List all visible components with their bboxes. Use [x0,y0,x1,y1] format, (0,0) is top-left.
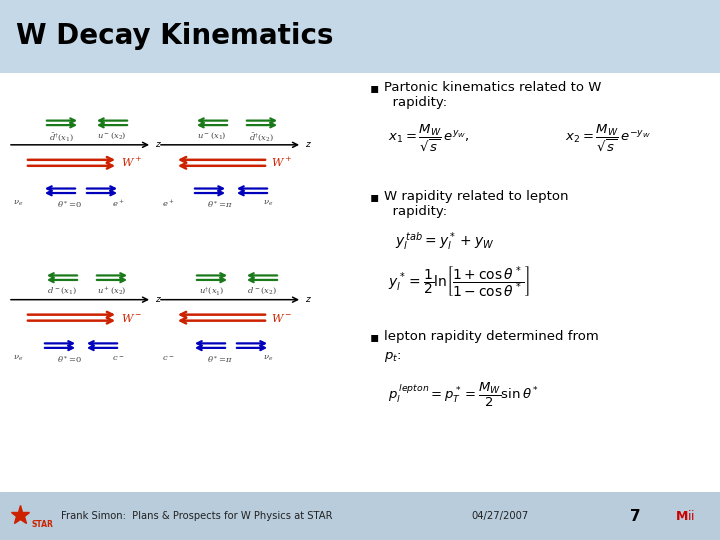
Text: $W^-$: $W^-$ [271,312,292,323]
Text: $\nu_e$: $\nu_e$ [263,354,273,363]
Text: $e^+$: $e^+$ [161,199,174,209]
Text: $p_t$:: $p_t$: [384,349,401,363]
Text: 04/27/2007: 04/27/2007 [472,511,529,521]
Text: $d^-(x_2)$: $d^-(x_2)$ [247,286,277,296]
Text: Partonic kinematics related to W
  rapidity:: Partonic kinematics related to W rapidit… [384,81,601,109]
Text: $\theta^*\!=\!\pi$: $\theta^*\!=\!\pi$ [207,199,233,210]
Text: lepton rapidity determined from: lepton rapidity determined from [384,329,599,343]
Text: $u^+(x_2)$: $u^+(x_2)$ [97,286,127,296]
Text: $W^-$: $W^-$ [121,312,143,323]
Text: $y_l^* = \dfrac{1}{2}\ln\!\left[\dfrac{1+\cos\theta^*}{1-\cos\theta^*}\right]$: $y_l^* = \dfrac{1}{2}\ln\!\left[\dfrac{1… [388,265,530,300]
Text: $x_1 = \dfrac{M_W}{\sqrt{s}}\,e^{y_W},$: $x_1 = \dfrac{M_W}{\sqrt{s}}\,e^{y_W},$ [388,123,469,153]
Text: $z$: $z$ [155,295,162,304]
Text: 7: 7 [630,509,641,524]
Text: $y_l^{\,tab} = y_l^* + y_W$: $y_l^{\,tab} = y_l^* + y_W$ [395,230,494,252]
Text: $W^+$: $W^+$ [121,156,143,170]
Text: ▪: ▪ [370,81,379,95]
Text: $x_2 = \dfrac{M_W}{\sqrt{s}}\,e^{-y_W}$: $x_2 = \dfrac{M_W}{\sqrt{s}}\,e^{-y_W}$ [565,123,651,153]
Text: $\theta^*\!=\!0$: $\theta^*\!=\!0$ [58,199,83,210]
Text: STAR: STAR [32,520,53,529]
Text: $W^+$: $W^+$ [271,156,292,170]
Text: ▪: ▪ [370,190,379,204]
Text: $\nu_e$: $\nu_e$ [13,199,23,208]
Text: $d^-(x_1)$: $d^-(x_1)$ [47,286,77,296]
Text: $z$: $z$ [305,295,312,304]
Text: $\nu_e$: $\nu_e$ [13,354,23,363]
Text: $c^-$: $c^-$ [162,354,174,363]
Text: W rapidity related to lepton
  rapidity:: W rapidity related to lepton rapidity: [384,190,569,218]
Text: Frank Simon:  Plans & Prospects for W Physics at STAR: Frank Simon: Plans & Prospects for W Phy… [61,511,333,521]
Text: $u^-(x_1)$: $u^-(x_1)$ [197,131,227,141]
Text: $u^{\dagger}(x_1)$: $u^{\dagger}(x_1)$ [199,286,225,298]
Text: $\bar{d}^{\dagger}(x_2)$: $\bar{d}^{\dagger}(x_2)$ [249,131,274,143]
Text: ▪: ▪ [370,329,379,343]
Text: $\theta^*\!=\!0$: $\theta^*\!=\!0$ [58,354,83,364]
Text: $u^-(x_2)$: $u^-(x_2)$ [97,131,127,141]
Text: $z$: $z$ [155,140,162,150]
Text: $z$: $z$ [305,140,312,150]
Text: $c^-$: $c^-$ [112,354,125,363]
Text: $\theta^*\!=\!\pi$: $\theta^*\!=\!\pi$ [207,354,233,364]
Text: W Decay Kinematics: W Decay Kinematics [16,23,333,50]
Text: $\mathbf{M}$ii: $\mathbf{M}$ii [675,509,695,523]
Text: $p_l^{\,lepton} = p_T^* = \dfrac{M_W}{2}\sin\theta^*$: $p_l^{\,lepton} = p_T^* = \dfrac{M_W}{2}… [388,381,539,409]
Text: $e^+$: $e^+$ [112,199,125,209]
Text: $\nu_e$: $\nu_e$ [263,199,273,208]
Text: $\bar{d}^{\dagger}(x_1)$: $\bar{d}^{\dagger}(x_1)$ [50,131,75,143]
